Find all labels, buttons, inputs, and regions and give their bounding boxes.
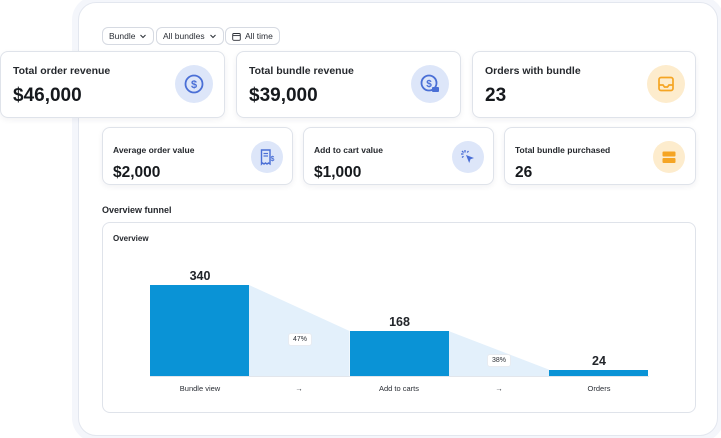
all-bundles-filter-label: All bundles [163,31,205,41]
metric-label: Average order value [113,145,195,155]
svg-text:$: $ [426,79,432,90]
bundle-filter-label: Bundle [109,31,136,41]
orders-with-bundle-card: Orders with bundle 23 [472,51,696,118]
metric-value: $46,000 [13,85,82,106]
funnel-connectors [249,285,549,376]
metric-value: 23 [485,85,507,106]
bundle-filter-dropdown[interactable]: Bundle [102,27,155,45]
metric-value: $2,000 [113,164,161,181]
overview-funnel-card: Overview 340 168 24 Bundle view → Add to c… [102,222,696,413]
total-bundle-purchased-card: Total bundle purchased 26 [504,127,696,185]
funnel-card-title: Overview [113,234,149,243]
funnel-connector-area [448,331,549,376]
dollar-circle-icon: $ [175,65,213,103]
funnel-value-label: 168 [389,315,410,330]
calendar-icon [232,32,241,41]
chevron-down-icon [140,34,147,39]
time-filter-label: All time [245,31,273,41]
dollar-card-icon: $ [411,65,449,103]
metric-label: Total bundle revenue [249,65,354,77]
funnel-x-label: Add to carts [378,384,420,393]
funnel-value-label: 24 [592,353,606,368]
total-bundle-revenue-card: Total bundle revenue $39,000 $ [236,51,461,118]
funnel-value-label: 340 [189,269,211,283]
metric-label: Total order revenue [13,65,111,77]
overview-funnel-heading: Overview funnel [102,205,172,215]
metric-value: $1,000 [314,164,362,181]
svg-text:$: $ [191,79,197,91]
funnel-bar [349,331,449,376]
metric-value: $39,000 [249,85,318,106]
total-order-revenue-card: Total order revenue $46,000 $ [0,51,225,118]
funnel-arrow: → [495,384,503,393]
add-to-cart-value-card: Add to cart value $1,000 [303,127,494,185]
funnel-bar [549,369,648,376]
inbox-tray-icon [647,65,685,103]
metric-label: Orders with bundle [485,65,581,77]
funnel-x-label: Orders [587,384,611,393]
conversion-rate-badge: 47% [288,333,313,346]
conversion-rate-badge: 38% [487,354,512,367]
cursor-click-icon [452,141,484,173]
all-bundles-filter-dropdown[interactable]: All bundles [156,27,224,45]
svg-text:$: $ [271,156,275,163]
funnel-bar [150,285,249,376]
funnel-x-label: Bundle view [179,384,221,393]
funnel-baseline [150,376,649,377]
stack-box-icon [653,141,685,173]
chevron-down-icon [209,34,216,39]
metric-label: Total bundle purchased [515,145,611,155]
time-filter-button[interactable]: All time [225,27,280,45]
average-order-value-card: Average order value $2,000 $ [102,127,293,185]
metric-value: 26 [515,164,533,181]
metric-label: Add to cart value [314,145,383,155]
funnel-connector-area [249,285,350,376]
receipt-dollar-icon: $ [251,141,283,173]
funnel-arrow: → [295,384,303,393]
